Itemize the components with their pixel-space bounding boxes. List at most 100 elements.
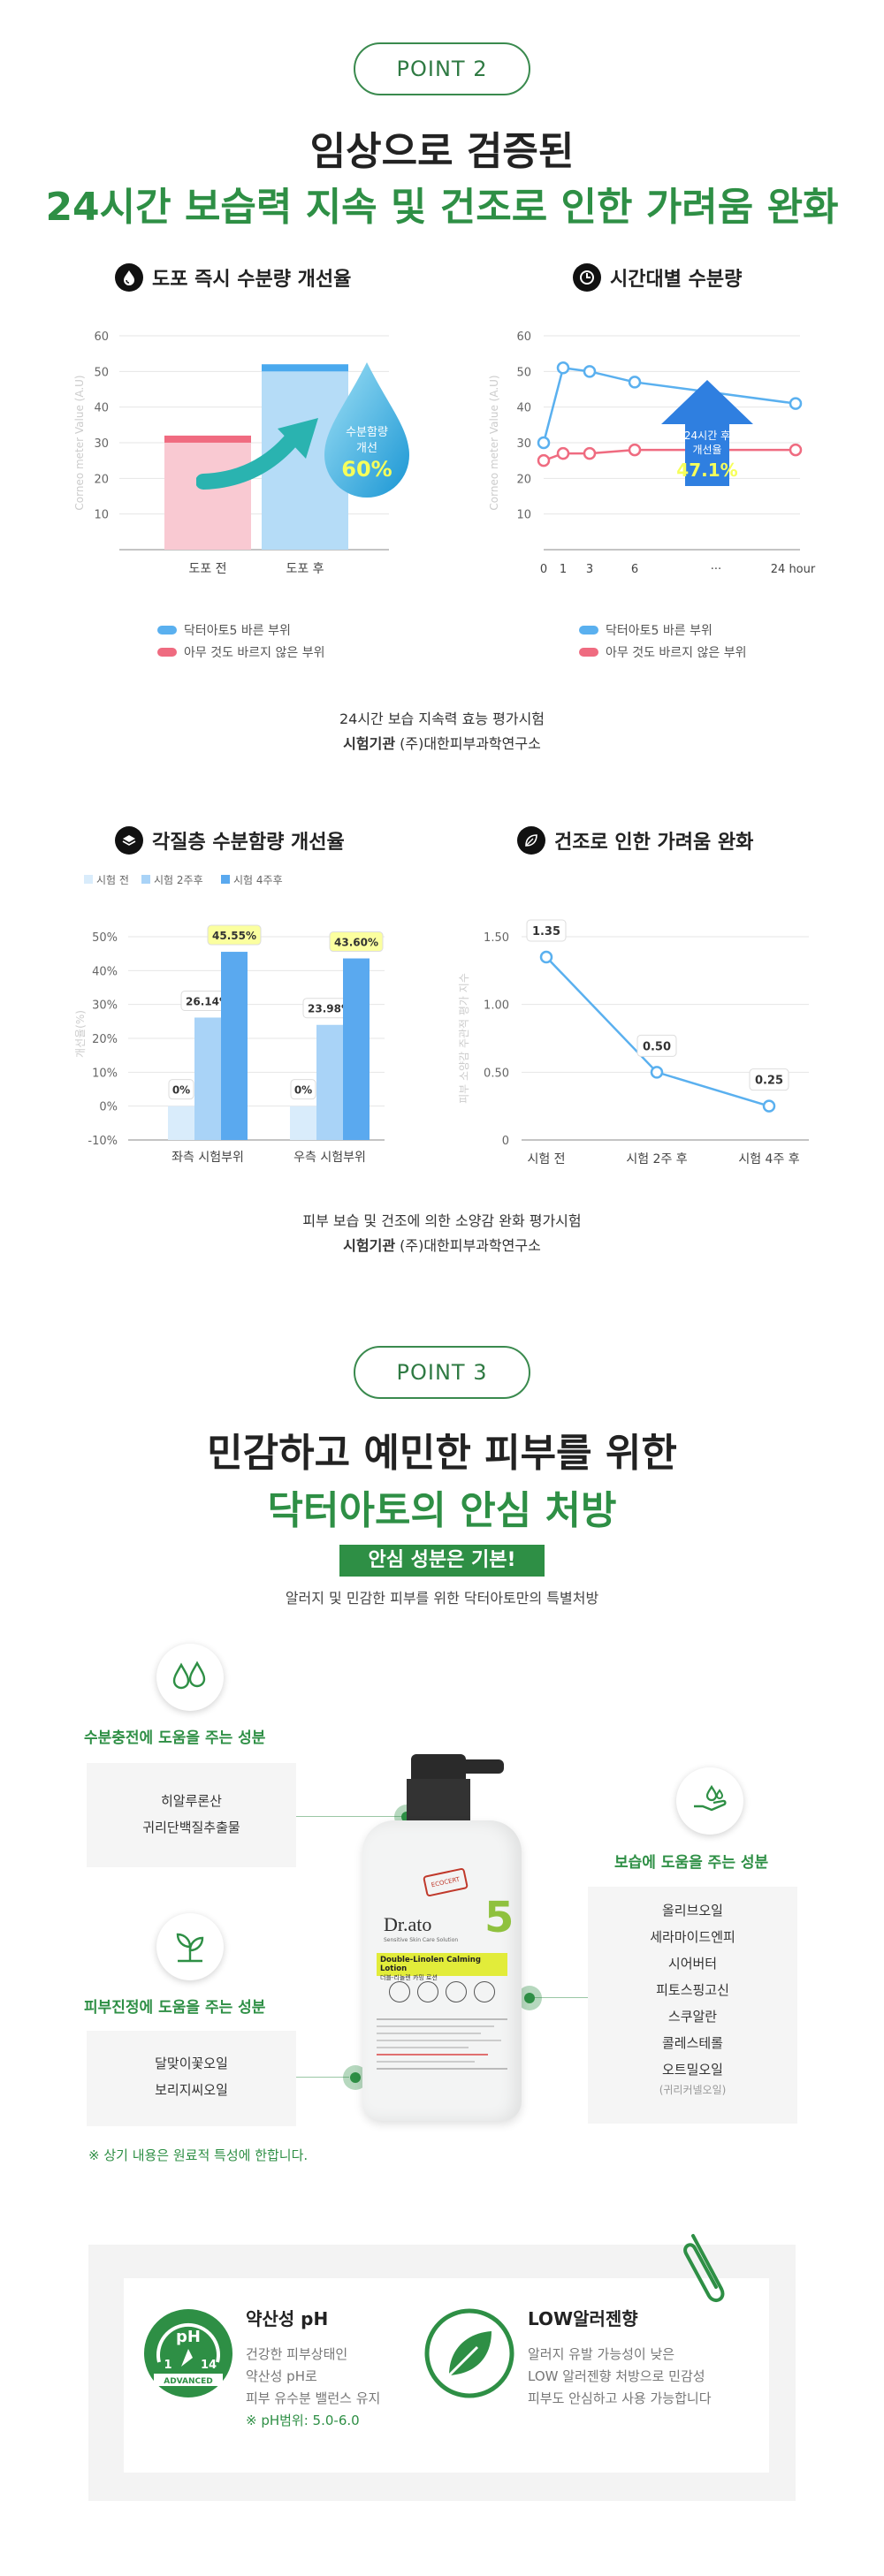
y-tick-label: -10% [88,1135,118,1148]
chart2-badge-line1: 24시간 후 [684,429,730,442]
legend-swatch-blue [579,626,598,635]
legend-label-b: 아무 것도 바르지 않은 부위 [184,646,325,660]
product-number: 5 [484,1893,514,1942]
x-tick-label: ··· [711,563,721,576]
x-tick-label: 도포 전 [188,562,226,576]
bottle-body: Dr.ato 5 Sensitive Skin Care Solution EC… [362,1820,522,2121]
data-point [537,453,551,467]
y-tick-label: 0.50 [484,1067,509,1080]
y-tick-label: 50% [92,931,118,945]
product-fine-print [377,2013,507,2097]
data-label: 0% [294,1084,312,1097]
y-tick-label: 60 [94,331,109,344]
data-label: 45.55% [212,930,256,942]
data-point [650,1066,664,1079]
chart4-title: 건조로 인한 가려움 완화 [554,832,754,854]
data-label-box [207,924,262,946]
allergen-desc-line: LOW 알러젠향 처방으로 민감성 [528,2368,705,2384]
legend-swatch [84,875,93,884]
product-name-en: Double-Linolen Calming Lotion [380,1956,481,1973]
data-label: 1.35 [532,925,560,938]
y-tick-label: 20 [94,473,109,486]
cert-icon [446,1981,467,2002]
point-3-headline: 민감하고 예민한 피부를 위한 [207,1431,677,1476]
y-tick-label: 60 [516,331,531,344]
ph-desc-line: 약산성 pH로 [246,2368,317,2384]
y-tick-label: 10 [94,509,109,522]
ecocert-stamp: ECOCERT [423,1867,469,1897]
point-2-headline: 임상으로 검증된 [309,129,575,174]
ingredient-note: (귀리커넬오일) [659,2084,727,2096]
legend-right-a: 닥터아토5 바른 부위 [579,621,713,639]
chart3-title-row: 각질층 수분함량 개선율 [115,826,345,855]
ingredient-item: 시어버터 [667,1956,718,1972]
note-top-line2: 시험기관 (주)대한피부과학연구소 [0,732,884,753]
bar [194,1017,221,1140]
pump-collar [407,1779,470,1823]
moisturizing-title: 보습에 도움을 주는 성분 [614,1854,769,1872]
ph-icon-min: 1 [164,2359,171,2372]
moisturizing-list: 올리브오일 세라마이드엔피 시어버터 피토스핑고신 스쿠알란 콜레스테롤 오트밀… [588,1887,797,2124]
ingredient-item: 스쿠알란 [667,2009,718,2025]
chart2-badge-line2: 개선율 [692,444,721,456]
chart2-badge-value: 47.1% [676,460,737,481]
allergen-desc-line: 알러지 유발 가능성이 낮은 [528,2346,675,2362]
connector-line [296,1816,402,1817]
y-tick-label: 50 [516,366,531,379]
x-tick-label: 24 hour [771,563,816,576]
cert-icon [389,1981,410,2002]
point-2-pill: POINT 2 [354,42,530,95]
pump-nozzle [455,1759,504,1774]
data-label: 0.25 [755,1075,783,1088]
ph-icon-max: 14 [201,2359,217,2372]
chart3-grouped-bar-chart: 시험 전 시험 2주후 시험 4주후 -10% 0% 10% 20% 30% 40% 50% 개선율… [75,874,385,1165]
data-label: 26.14% [186,995,230,1007]
y-tick-label: 40% [92,965,118,978]
product-brand: Dr.ato [384,1913,432,1935]
ph-icon-band: ADVANCED [164,2377,213,2386]
y-tick-label: 1.50 [484,931,509,945]
data-point [789,397,803,410]
ingredient-item: 달맞이꽃오일 [155,2055,228,2071]
data-point [537,436,551,450]
y-tick-label: 30 [94,437,109,451]
chart1-title-row: 도포 즉시 수분량 개선율 [115,263,351,292]
allergen-desc-line: 피부도 안심하고 사용 가능합니다 [528,2390,712,2406]
water-drops-icon [156,1644,224,1711]
series-line [545,956,770,1107]
ingredients-footnote: ※ 상기 내용은 원료적 특성에 한합니다. [88,2147,309,2163]
sprout-icon [156,1913,224,1980]
x-tick-label: 좌측 시험부위 [171,1151,244,1165]
chart1-drop-badge: 수분함량 개선 60% [324,362,409,498]
data-label-box [749,1068,789,1091]
bar [168,1106,194,1140]
legend-swatch-pink [579,648,598,657]
y-tick-label: 10 [516,509,531,522]
data-label: 23.98% [308,1003,352,1015]
note-top-line1: 24시간 보습 지속력 효능 평가시험 [339,710,545,727]
chart2-arrow-badge: 24시간 후 개선율 47.1% [661,380,753,486]
bar [164,435,251,550]
product-subline: Sensitive Skin Care Solution [384,1937,459,1943]
moisture-charge-list: 히알루론산 귀리단백질추출물 [87,1763,296,1867]
y-axis-label: Corneo meter Value (A.U) [488,375,500,510]
bar [343,958,370,1140]
x-tick-label: 우측 시험부위 [293,1151,366,1165]
data-label-box [526,919,567,942]
layers-icon [115,826,143,855]
data-label-box [290,1079,316,1100]
ingredient-item: 보리지씨오일 [155,2082,228,2098]
ingredient-item: 피토스핑고신 [656,1982,729,1998]
y-tick-label: 20% [92,1033,118,1046]
hand-drop-icon [676,1767,743,1835]
y-tick-label: 30 [516,437,531,451]
y-tick-label: 1.00 [484,999,509,1013]
paperclip-icon [683,2234,725,2303]
ingredient-item: 히알루론산 [160,1793,222,1809]
allergen-title: LOW알러젠향 [528,2308,638,2329]
data-point [762,1099,776,1113]
legend-right-b: 아무 것도 바르지 않은 부위 [579,643,746,661]
data-label: 43.60% [334,937,378,949]
point-3-subheadline: 닥터아토의 안심 처방 [267,1488,617,1533]
